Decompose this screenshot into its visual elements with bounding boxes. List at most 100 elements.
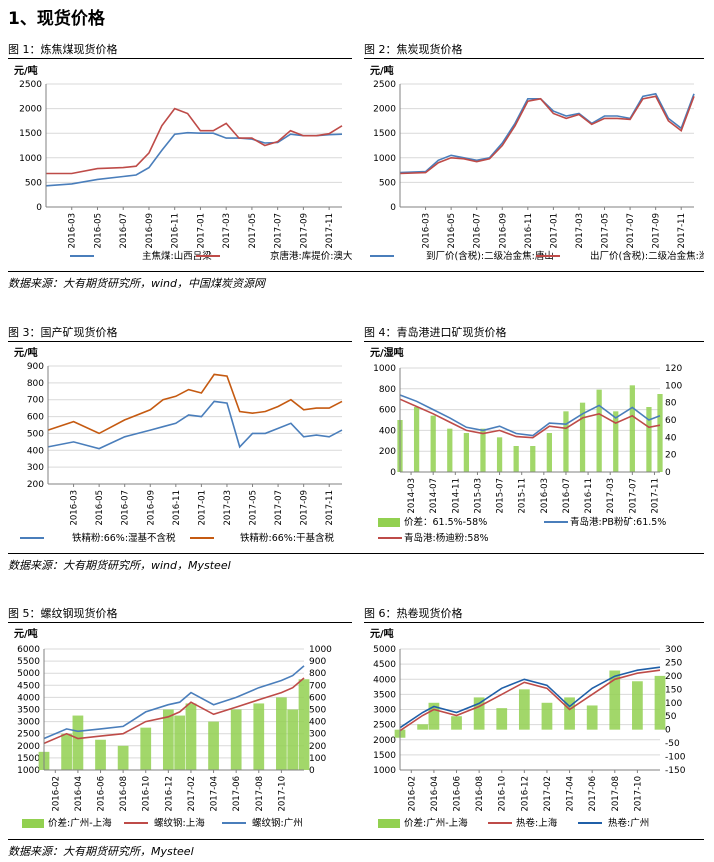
bar-mark <box>480 428 486 472</box>
x-tick-label: 2017-01 <box>196 213 206 249</box>
y2-tick-label: 0 <box>665 726 671 736</box>
bar-mark <box>95 739 106 770</box>
chart-5-caption: 图 5：螺纹钢现货价格 <box>8 606 352 623</box>
y-tick-label: 200 <box>379 447 396 457</box>
bar-mark <box>428 702 440 730</box>
bar-mark <box>276 697 287 770</box>
y-tick-label: 1500 <box>17 754 40 764</box>
unit-label: 元/吨 <box>370 64 394 77</box>
legend-label: 螺纹钢:上海 <box>154 817 205 829</box>
y-tick-label: 1500 <box>19 129 42 139</box>
y-tick-label: 0 <box>36 203 42 213</box>
x-tick-label: 2016-11 <box>171 213 181 249</box>
bar-mark <box>496 708 508 730</box>
y-tick-label: 1000 <box>17 766 40 776</box>
y-tick-label: 2500 <box>373 721 396 731</box>
y2-tick-label: 400 <box>309 718 326 728</box>
y-tick-label: 300 <box>27 463 44 473</box>
y2-tick-label: 300 <box>309 730 326 740</box>
bar-mark <box>413 407 420 472</box>
y-tick-label: 1000 <box>19 154 42 164</box>
bar-mark <box>185 703 197 770</box>
series-line <box>45 131 343 187</box>
x-tick-label: 2016-03 <box>540 478 550 514</box>
x-tick-label: 2016-04 <box>430 776 440 812</box>
row-3-divider <box>8 839 704 840</box>
y-tick-label: 3500 <box>373 690 396 700</box>
legend-label: 主焦煤:山西吕梁 <box>142 250 212 262</box>
y2-tick-label: 60 <box>665 416 677 426</box>
series-line <box>399 92 695 174</box>
bar-mark <box>564 697 575 730</box>
x-tick-label: 2017-05 <box>249 490 259 526</box>
x-tick-label: 2016-03 <box>70 490 80 526</box>
series-line <box>399 669 661 732</box>
legend-label: 出厂价(含税):二级冶金焦:潍坊 <box>590 250 704 262</box>
legend-label: 价差：61.5%-58% <box>404 516 487 528</box>
bar-mark <box>298 679 310 770</box>
bar-mark <box>629 385 635 472</box>
y2-tick-label: 100 <box>665 381 682 391</box>
x-tick-label: 2016-11 <box>172 490 182 526</box>
chart-3: 元/吨 200 300 400 500 600 700 800 900 2016-03 2016-0… <box>14 346 343 544</box>
y-tick-label: 500 <box>25 178 42 188</box>
x-tick-label: 2017-03 <box>223 490 233 526</box>
x-tick-label: 2017-06 <box>232 776 242 812</box>
y2-tick-label: 1000 <box>309 645 332 655</box>
y-tick-label: 0 <box>390 203 396 213</box>
y2-tick-label: 100 <box>665 699 682 709</box>
unit-label: 元/吨 <box>370 627 394 640</box>
series-line <box>43 677 305 745</box>
x-tick-label: 2017-10 <box>633 776 643 812</box>
x-tick-label: 2017-06 <box>588 776 598 812</box>
x-tick-label: 2016-03 <box>422 213 432 249</box>
bar-mark <box>253 703 265 770</box>
y-tick-label: 4500 <box>373 660 396 670</box>
x-tick-label: 2016-07 <box>473 213 483 249</box>
series-line <box>399 95 695 175</box>
x-tick-label: 2016-11 <box>584 478 594 514</box>
y2-tick-label: 80 <box>665 399 677 409</box>
y-tick-label: 1000 <box>373 364 396 374</box>
bar-mark <box>579 402 586 472</box>
legend-label: 热卷:广州 <box>608 817 649 829</box>
x-tick-label: 2017-08 <box>611 776 621 812</box>
y2-tick-label: 250 <box>665 658 682 668</box>
x-tick-label: 2016-05 <box>93 213 103 249</box>
y2-tick-label: 0 <box>665 468 671 478</box>
bar-mark <box>646 407 652 472</box>
row-2-divider <box>8 553 704 554</box>
bar-mark <box>417 724 428 730</box>
y2-tick-label: 800 <box>309 669 326 679</box>
legend-swatch <box>378 819 400 828</box>
y-tick-label: 2500 <box>373 80 396 90</box>
x-tick-label: 2017-07 <box>274 490 284 526</box>
y-tick-label: 3500 <box>17 706 40 716</box>
x-tick-label: 2016-02 <box>407 776 417 812</box>
legend-label: 螺纹钢:广州 <box>252 817 303 829</box>
bar-mark <box>117 745 129 770</box>
legend-label: 价差:广州-上海 <box>48 817 112 829</box>
y-tick-label: 1500 <box>373 129 396 139</box>
x-tick-label: 2016-12 <box>520 776 530 812</box>
series-line <box>47 373 343 435</box>
x-tick-label: 2015-03 <box>473 478 483 514</box>
chart-2-caption: 图 2：焦炭现货价格 <box>364 42 704 59</box>
series-line <box>399 394 661 437</box>
series-line <box>46 107 343 175</box>
bar-mark <box>586 705 598 730</box>
y-tick-label: 2000 <box>373 736 396 746</box>
chart-6-caption: 图 6：热卷现货价格 <box>364 606 704 623</box>
y-tick-label: 800 <box>379 385 396 395</box>
row-1-divider <box>8 271 704 272</box>
x-tick-label: 2014-11 <box>451 478 461 514</box>
x-tick-label: 2016-11 <box>524 213 534 249</box>
x-tick-label: 2017-04 <box>566 776 576 812</box>
bar-mark <box>162 709 174 770</box>
x-tick-label: 2016-09 <box>146 490 156 526</box>
row-2-source: 数据来源：大有期货研究所，wind，Mysteel <box>8 559 231 572</box>
row-1-source: 数据来源：大有期货研究所，wind，中国煤炭资源网 <box>8 277 266 290</box>
x-tick-label: 2017-10 <box>277 776 287 812</box>
x-tick-label: 2016-04 <box>74 776 84 812</box>
y-tick-label: 200 <box>27 480 44 490</box>
